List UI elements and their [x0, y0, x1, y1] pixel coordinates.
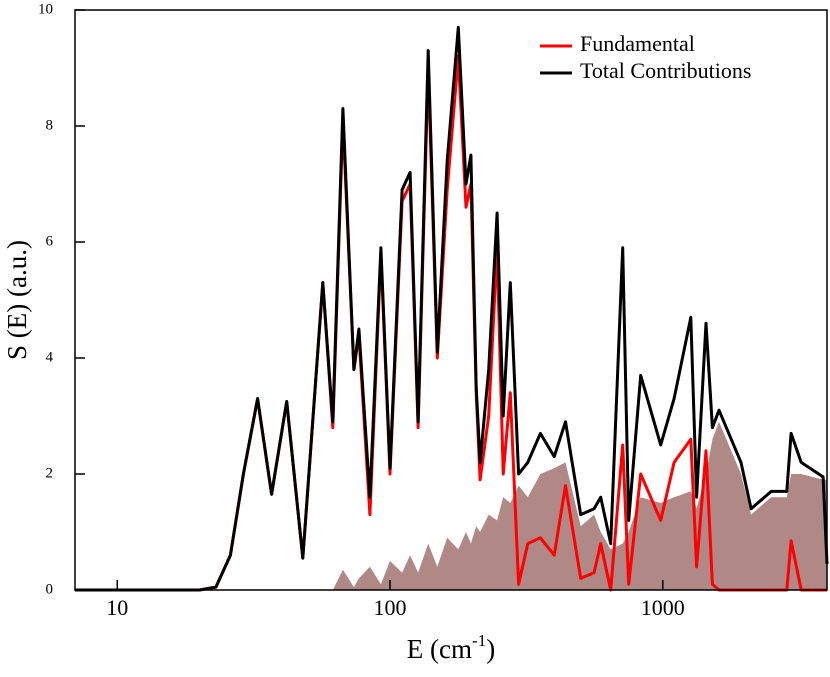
- y-tick-label: 0: [46, 581, 54, 597]
- x-label-suffix: ): [486, 634, 495, 664]
- legend-label: Total Contributions: [580, 58, 751, 83]
- y-tick-label: 2: [46, 465, 54, 481]
- x-tick-label: 1000: [641, 595, 685, 620]
- x-label-text: E (cm: [407, 634, 472, 664]
- line: [75, 25, 829, 592]
- x-axis-label: E (cm-1): [407, 631, 495, 664]
- legend-label: Fundamental: [580, 31, 695, 56]
- y-tick-label: 6: [46, 233, 54, 249]
- x-tick-label: 100: [374, 595, 407, 620]
- y-tick-label: 8: [46, 117, 54, 133]
- x-label-superscript: -1: [472, 631, 486, 650]
- y-tick-label: 10: [38, 1, 53, 17]
- y-tick-label: 4: [46, 349, 54, 365]
- x-tick-label: 10: [106, 595, 128, 620]
- area: [75, 421, 827, 590]
- plot-frame: [74, 9, 828, 591]
- y-axis-label: S (E) (a.u.): [2, 240, 32, 360]
